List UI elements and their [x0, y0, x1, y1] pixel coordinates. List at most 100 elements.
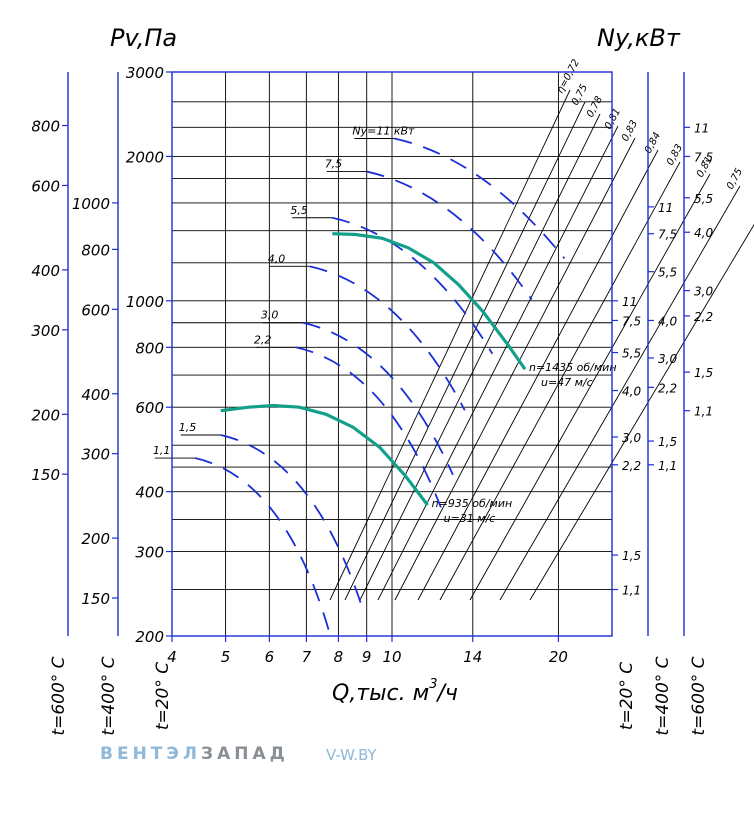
fan-curves: n=1435 об/мин u=47 м/с n=935 об/мин u=31 м/… [220, 232, 617, 525]
efficiency-lines: η=0,720,750,780,810,830,840,830,810,750,… [329, 58, 754, 601]
fan-curve-label: n=1435 об/мин [529, 361, 617, 374]
power-tick-label: 11 [694, 121, 709, 135]
pressure-tick-label: 400 [31, 262, 60, 280]
efficiency-line [344, 101, 586, 601]
pressure-tick-label: 800 [31, 118, 60, 136]
fan-performance-chart: Pv,Па Ny,кВт η=0,720,750,780,810,83 0,84 0… [31, 24, 754, 736]
chart-x-title: Q,тыс. м3/ч [332, 677, 458, 706]
efficiency-label: 0,75 [570, 83, 590, 108]
fan-curve-note: u=47 м/с [541, 376, 593, 389]
power-tick-label: 7,5 [658, 228, 677, 242]
pressure-tick-label: 1000 [126, 293, 164, 311]
efficiency-line [469, 173, 711, 601]
power-curves: Ny=11 кВт 7,5 5,5 4,0 3,0 2,2 1,5 1,1 [153, 124, 566, 635]
power-curve-label: Ny=11 кВт [352, 124, 415, 137]
x-tick-label: 5 [221, 648, 231, 666]
fan-curve-note: u=31 м/с [444, 512, 496, 525]
pressure-tick-label: 300 [81, 446, 110, 464]
pressure-tick-label: 200 [81, 530, 110, 548]
power-curve-label: 7,5 [325, 158, 343, 171]
x-tick-label: 14 [463, 648, 482, 666]
pressure-tick-label: 800 [135, 339, 164, 357]
x-tick-label: 8 [334, 648, 344, 666]
brand-logo: ВЕНТЭЛЗАПАД [100, 744, 289, 764]
power-tick-label: 5,5 [622, 347, 641, 361]
efficiency-label: 0,84 [643, 131, 663, 156]
chart-y2-title: Ny,кВт [597, 24, 681, 52]
brand-site: V-W.BY [326, 746, 377, 764]
axes: 4 5 6 7 8 9 10 14 20 150 200 300 400 600 800 t=600° C 15… [31, 64, 713, 736]
temperature-label: t=400° C [653, 656, 673, 735]
efficiency-line [439, 161, 681, 601]
pressure-tick-label: 300 [31, 322, 60, 340]
pressure-tick-label: 400 [135, 484, 164, 502]
power-curve [295, 346, 442, 508]
x-tick-label: 4 [167, 648, 177, 666]
pressure-tick-label: 600 [31, 177, 60, 195]
power-curve-label: 5,5 [290, 204, 308, 217]
pressure-flow-grid [172, 72, 612, 636]
power-tick-label: 5,5 [694, 192, 713, 206]
pressure-tick-label: 1000 [72, 195, 110, 213]
x-tick-label: 7 [302, 648, 312, 666]
chart-y-title: Pv,Па [110, 24, 177, 52]
efficiency-line [359, 113, 601, 601]
temperature-label: t=600° C [689, 656, 709, 735]
power-curve-label: 4,0 [268, 252, 286, 265]
pressure-tick-label: 800 [81, 241, 110, 259]
power-tick-label: 1,5 [658, 435, 677, 449]
power-curve [302, 321, 454, 476]
power-tick-label: 1,1 [694, 405, 713, 419]
power-curve-label: 1,5 [179, 421, 197, 434]
power-curve-label: 3,0 [261, 309, 279, 322]
power-tick-label: 2,2 [694, 310, 713, 324]
temperature-label: t=400° C [99, 656, 119, 735]
power-tick-label: 7,5 [694, 150, 713, 164]
power-curve [366, 170, 533, 301]
efficiency-label: 0,83 [620, 119, 640, 144]
pressure-tick-label: 600 [81, 301, 110, 319]
x-tick-label: 9 [362, 648, 372, 666]
efficiency-line [377, 125, 619, 601]
x-tick-label: 10 [382, 648, 401, 666]
pressure-tick-label: 3000 [126, 64, 164, 82]
power-tick-label: 4,0 [622, 385, 641, 399]
power-tick-label: 5,5 [658, 266, 677, 280]
temperature-label: t=20° C [153, 662, 173, 730]
efficiency-line [499, 185, 741, 601]
pressure-tick-label: 600 [135, 399, 164, 417]
efficiency-line [417, 149, 659, 601]
power-tick-label: 1,1 [658, 459, 677, 473]
power-tick-label: 3,0 [694, 285, 713, 299]
power-tick-label: 2,2 [622, 459, 641, 473]
pressure-tick-label: 150 [81, 590, 110, 608]
power-curve [394, 137, 566, 260]
pressure-tick-label: 300 [135, 544, 164, 562]
efficiency-label: 0,75 [725, 167, 745, 192]
temperature-label: t=20° C [617, 662, 637, 730]
power-curve-label: 2,2 [254, 333, 272, 346]
efficiency-line [529, 223, 754, 601]
efficiency-line [329, 89, 571, 601]
power-tick-label: 1,1 [622, 584, 641, 598]
pressure-tick-label: 150 [31, 466, 60, 484]
fan-curve [220, 403, 429, 507]
brand-part2: ЗАПАД [201, 744, 289, 764]
efficiency-label: 0,81 [603, 107, 623, 132]
x-tick-label: 20 [549, 648, 568, 666]
power-tick-label: 3,0 [658, 352, 677, 366]
pressure-tick-label: 400 [81, 386, 110, 404]
power-tick-label: 1,5 [622, 549, 641, 563]
pressure-tick-label: 2000 [126, 148, 164, 166]
power-tick-label: 4,0 [658, 314, 677, 328]
power-tick-label: 3,0 [622, 431, 641, 445]
power-curve [194, 457, 331, 635]
fan-curve-label: n=935 об/мин [432, 497, 513, 510]
power-tick-label: 1,5 [694, 366, 713, 380]
power-curve [220, 434, 362, 604]
pressure-tick-label: 200 [31, 406, 60, 424]
fan-curve [332, 232, 527, 371]
efficiency-label: 0,78 [585, 95, 605, 120]
power-curve [332, 216, 494, 355]
efficiency-line [394, 137, 636, 601]
